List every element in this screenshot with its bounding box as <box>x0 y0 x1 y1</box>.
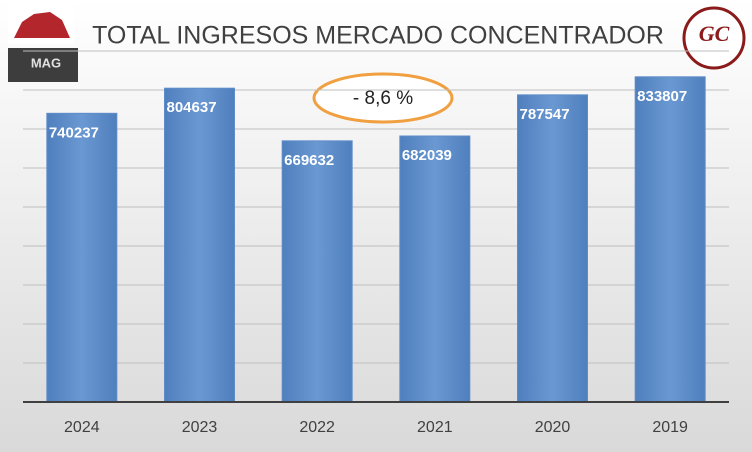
bar <box>399 135 471 403</box>
value-label: 682039 <box>402 147 452 164</box>
value-label: 833807 <box>637 88 687 105</box>
x-tick-label: 2024 <box>64 419 100 436</box>
value-label: 787547 <box>520 106 570 123</box>
x-tick-label: 2020 <box>535 419 571 436</box>
logo-left: MAG <box>8 6 78 82</box>
annotation: - 8,6 % <box>353 88 413 109</box>
x-tick-label: 2021 <box>417 419 453 436</box>
logo-text: GC <box>699 21 730 46</box>
logo-shape <box>14 12 70 38</box>
bar <box>164 87 235 403</box>
bar <box>634 76 706 403</box>
value-label: 804637 <box>167 99 217 116</box>
value-label: 740237 <box>49 124 99 141</box>
bar <box>517 94 588 403</box>
value-label: 669632 <box>284 152 334 169</box>
logo-circle <box>682 6 746 70</box>
logo-right: GC <box>682 6 746 70</box>
logo-frame <box>8 48 78 82</box>
x-tick-label: 2019 <box>652 419 688 436</box>
bar <box>281 140 353 403</box>
bar <box>46 112 118 403</box>
x-tick-label: 2022 <box>299 419 335 436</box>
logo-text: MAG <box>31 55 61 70</box>
chart-title: TOTAL INGRESOS MERCADO CONCENTRADOR <box>92 22 664 50</box>
x-tick-label: 2023 <box>182 419 218 436</box>
annotation-ellipse <box>312 72 454 124</box>
